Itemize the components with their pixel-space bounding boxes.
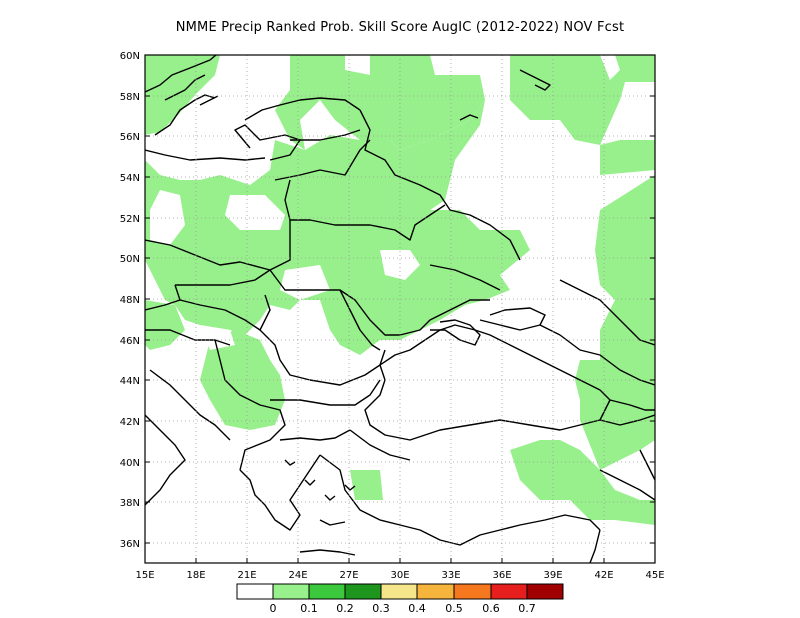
colorbar-swatch (526, 583, 564, 600)
lat-tick-label: 58N (120, 92, 140, 103)
lat-tick-label: 40N (120, 458, 140, 469)
no-skill-areas (150, 190, 420, 350)
colorbar-swatch (453, 583, 492, 600)
lat-tick-label: 42N (120, 417, 140, 428)
colorbar-label: 0.6 (482, 602, 500, 615)
lat-tick-label: 36N (120, 539, 140, 550)
colorbar-swatch (416, 583, 455, 600)
lon-tick-label: 21E (237, 570, 256, 581)
colorbar-label: 0.7 (518, 602, 536, 615)
lon-tick-label: 36E (492, 570, 511, 581)
colorbar-label: 0.4 (408, 602, 426, 615)
lat-tick-label: 46N (120, 336, 140, 347)
colorbar-swatch (272, 583, 310, 600)
lon-tick-label: 18E (186, 570, 205, 581)
lat-tick-label: 56N (120, 132, 140, 143)
colorbar-swatch (308, 583, 346, 600)
lat-tick-label: 38N (120, 498, 140, 509)
colorbar-label: 0.1 (300, 602, 318, 615)
lon-tick-label: 42E (594, 570, 613, 581)
map-title: NMME Precip Ranked Prob. Skill Score Aug… (175, 20, 625, 35)
lon-tick-label: 30E (390, 570, 409, 581)
colorbar-swatch (380, 583, 418, 600)
lon-tick-label: 39E (543, 570, 562, 581)
colorbar-swatch (490, 583, 528, 600)
colorbar-label: 0.2 (336, 602, 354, 615)
colorbar-swatch (236, 583, 274, 600)
lon-tick-label: 27E (339, 570, 358, 581)
lon-tick-label: 33E (441, 570, 460, 581)
map-grid (145, 55, 655, 563)
lon-tick-label: 15E (135, 570, 154, 581)
lon-tick-label: 45E (645, 570, 664, 581)
lat-tick-label: 48N (120, 295, 140, 306)
colorbar-label: 0.3 (372, 602, 390, 615)
colorbar-label: 0.5 (445, 602, 463, 615)
colorbar-label: 0 (270, 602, 277, 615)
lon-tick-label: 24E (288, 570, 307, 581)
lat-tick-labels: 60N 58N 56N 54N 52N 50N 48N 46N 44N 42N … (120, 51, 140, 550)
lat-tick-label: 44N (120, 376, 140, 387)
lat-tick-label: 50N (120, 254, 140, 265)
frame-ticks (145, 54, 655, 563)
lon-tick-labels: 15E 18E 21E 24E 27E 30E 33E 36E 39E 42E … (135, 570, 664, 581)
skill-score-fill (145, 55, 655, 525)
colorbar-swatch (344, 583, 382, 600)
lat-tick-label: 60N (120, 51, 140, 62)
colorbar: 0 0.1 0.2 0.3 0.4 0.5 0.6 0.7 (236, 583, 564, 615)
lat-tick-label: 54N (120, 173, 140, 184)
lat-tick-label: 52N (120, 214, 140, 225)
